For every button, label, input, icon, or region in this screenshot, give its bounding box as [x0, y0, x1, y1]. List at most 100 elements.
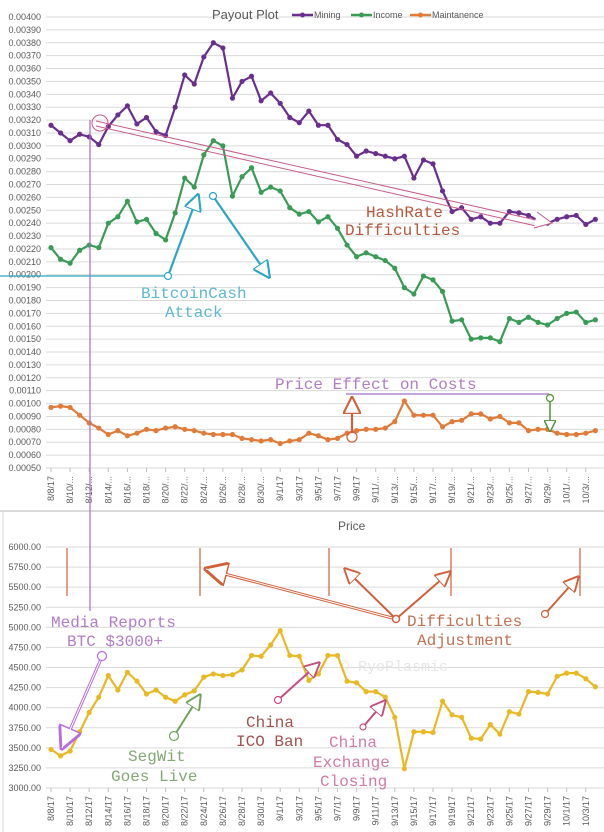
x-tick-label: 8/18/17: [142, 796, 152, 826]
china-exchange-annotation: China Exchange Closing: [313, 701, 390, 791]
data-point-maintanence: [487, 416, 493, 422]
data-point-price: [439, 698, 446, 704]
x-tick-label: 8/24/17: [199, 796, 209, 826]
data-point-price: [229, 672, 236, 678]
data-point-mining: [554, 216, 560, 222]
y-tick-label: 0.00310: [8, 128, 41, 138]
data-point-maintanence: [497, 413, 503, 420]
data-point-maintanence: [583, 430, 589, 436]
y-tick-label: 3250.00: [8, 763, 41, 773]
bitcoincash-label-line1: BitcoinCash: [141, 285, 247, 303]
y-tick-label: 4750.00: [8, 642, 41, 652]
payout-chart-title: Payout Plot: [212, 7, 279, 22]
data-point-mining: [583, 221, 589, 228]
data-point-maintanence: [86, 420, 92, 426]
y-tick-label: 5500.00: [8, 582, 41, 592]
x-tick-label: 10/1/17: [562, 796, 572, 826]
x-tick-label: 8/16/17: [122, 796, 132, 826]
data-point-price: [77, 729, 83, 735]
data-point-maintanence: [468, 411, 474, 417]
data-point-maintanence: [220, 431, 226, 438]
data-point-income: [487, 335, 493, 341]
data-point-mining: [210, 40, 216, 46]
data-point-income: [239, 174, 245, 180]
legend-label-mining: Mining: [314, 10, 341, 20]
data-point-price: [506, 709, 512, 715]
data-point-price: [325, 652, 331, 659]
data-point-mining: [420, 157, 427, 163]
data-point-price: [468, 735, 474, 741]
data-point-maintanence: [96, 425, 102, 431]
data-point-price: [334, 652, 341, 659]
data-point-income: [124, 198, 130, 204]
data-point-mining: [564, 214, 570, 220]
y-tick-label: 0.00230: [8, 231, 41, 241]
y-tick-label: 0.00250: [8, 205, 41, 215]
difficulties-label-line1: Difficulties: [407, 613, 522, 631]
data-point-price: [401, 766, 407, 772]
data-point-mining: [229, 95, 236, 101]
data-point-income: [172, 210, 178, 216]
x-tick-label: 8/24/...: [199, 476, 209, 504]
x-tick-label: 8/14/...: [103, 476, 113, 504]
y-tick-label: 0.00360: [8, 64, 41, 74]
data-point-maintanence: [306, 430, 312, 436]
data-point-price: [163, 694, 169, 700]
price-effect-annotation: Price Effect on Costs: [275, 376, 554, 443]
data-point-price: [354, 680, 360, 686]
data-point-income: [306, 208, 312, 215]
x-tick-label: 10/1/...: [562, 476, 572, 504]
data-point-income: [258, 189, 264, 195]
y-tick-label: 0.00160: [8, 321, 41, 331]
data-point-maintanence: [506, 420, 512, 426]
data-point-income: [48, 245, 54, 251]
y-tick-label: 0.00190: [8, 283, 41, 293]
data-point-price: [315, 671, 321, 677]
data-point-mining: [77, 131, 83, 137]
data-point-maintanence: [77, 412, 83, 418]
data-point-maintanence: [373, 426, 379, 432]
x-tick-label: 9/25/17: [504, 796, 514, 826]
x-tick-label: 9/11/17: [371, 796, 381, 825]
x-tick-label: 9/15/17: [409, 796, 419, 826]
x-tick-label: 9/21/17: [466, 796, 476, 826]
data-point-income: [248, 165, 255, 171]
data-point-mining: [124, 103, 130, 109]
y-tick-label: 0.00120: [8, 373, 41, 383]
data-point-price: [535, 689, 541, 696]
data-point-price: [497, 731, 503, 737]
x-tick-label: 8/12/...: [84, 476, 94, 504]
hashrate-annotation: HashRate Difficulties: [91, 114, 554, 240]
x-tick-label: 9/29/...: [543, 476, 553, 504]
data-point-price: [48, 746, 54, 753]
data-point-maintanence: [105, 431, 111, 438]
data-point-price: [487, 721, 493, 728]
data-point-price: [554, 673, 560, 679]
media-label-line2: BTC $3000+: [67, 633, 163, 651]
x-tick-label: 8/20/17: [161, 796, 171, 826]
china-ico-annotation: China ICO Ban: [236, 663, 319, 751]
data-point-price: [191, 688, 197, 694]
data-point-income: [449, 318, 455, 324]
data-point-mining: [392, 156, 398, 162]
x-tick-label: 8/10/...: [65, 476, 75, 504]
data-point-maintanence: [315, 433, 321, 439]
data-point-maintanence: [392, 419, 398, 425]
data-point-maintanence: [163, 425, 169, 431]
difficulty-markers: [66, 548, 581, 596]
data-point-price: [57, 753, 64, 759]
price-chart-title: Price: [338, 519, 366, 533]
payout-grid: [46, 16, 604, 469]
x-tick-label: 9/23/...: [485, 476, 495, 504]
data-point-price: [67, 748, 73, 754]
price-x-axis: 8/8/17 8/10/17 8/12/17 8/14/17 8/16/17 8/18/1…: [46, 788, 591, 826]
x-tick-label: 9/1/17: [275, 476, 285, 501]
hashrate-label-line1: HashRate: [366, 204, 443, 222]
data-point-mining: [105, 123, 111, 130]
data-point-price: [478, 736, 484, 742]
data-point-income: [77, 247, 83, 253]
data-point-mining: [439, 188, 446, 194]
data-point-income: [57, 256, 64, 262]
data-point-price: [430, 729, 436, 736]
media-annotation: Media Reports BTC $3000+: [51, 120, 176, 748]
